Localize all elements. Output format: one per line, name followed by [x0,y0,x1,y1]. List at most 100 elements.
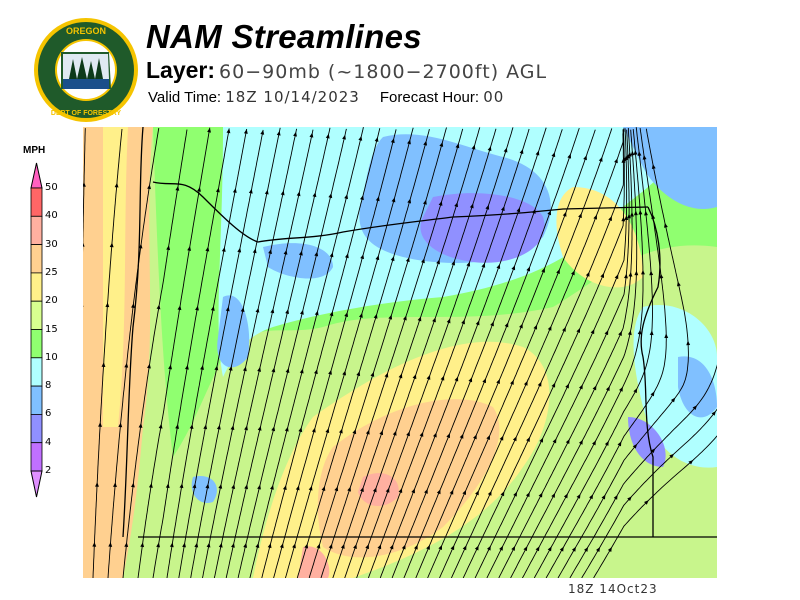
streamline-arrowhead [614,158,618,164]
streamline-arrowhead [583,155,587,161]
streamline [225,127,331,578]
streamline-arrowhead [92,542,97,547]
streamline-arrowhead [138,423,143,428]
streamline-arrowhead [316,543,321,549]
streamline [498,127,633,578]
legend-swatch [30,244,43,274]
legend-tick-label: 6 [45,408,52,420]
legend-tick-label: 8 [45,380,52,392]
streamline-arrowhead [353,543,357,549]
streamline-arrowhead [627,496,632,502]
streamline-arrowhead [624,215,629,220]
streamline-arrowhead [535,546,540,552]
streamline-arrowhead [270,308,275,314]
legend-tick-label: 50 [45,182,58,193]
streamline-arrowhead [607,547,612,552]
streamline [462,129,625,578]
streamline-arrowhead [243,129,248,134]
streamline-arrowhead [285,309,290,314]
legend-swatch [30,215,43,246]
streamline-arrowhead [496,264,501,270]
streamline-arrowhead [244,425,248,431]
streamline-arrowhead [280,190,285,196]
streamline-arrowhead [552,438,557,444]
streamline-arrowhead [565,383,569,389]
streamline-arrowhead [282,485,287,491]
streamline [296,128,430,578]
streamline-arrowhead [285,368,290,373]
streamline-arrowhead [450,545,455,551]
streamline-arrowhead [264,189,269,195]
streamline-arrowhead [513,491,518,497]
streamline [122,129,188,578]
streamline-arrowhead [226,128,231,134]
streamline [166,128,248,578]
streamline-arrowhead [523,546,528,552]
streamline-arrowhead [108,542,113,547]
streamline-arrowhead [451,260,456,266]
streamline-arrowhead [230,425,235,430]
streamline-arrowhead [547,210,552,216]
streamline-arrowhead [342,370,347,376]
streamline-arrowhead [231,542,235,548]
streamline-arrowhead [257,366,261,372]
streamline-arrowhead [83,182,86,187]
layer-label: Layer: [146,57,216,83]
streamline-arrowhead [624,155,629,160]
streamline-arrowhead [252,248,257,254]
streamline-arrowhead [312,192,317,198]
streamline-arrowhead [407,198,412,204]
streamline-arrowhead [664,333,669,339]
streamline-arrowhead [200,365,204,370]
legend-swatch [30,187,43,217]
streamline-arrowhead [124,362,129,368]
streamline-arrowhead [567,153,572,159]
streamline-arrowhead [644,210,648,216]
legend-swatch [30,300,43,330]
streamline-arrowhead [454,202,459,208]
streamline-arrowhead [578,384,583,390]
streamline-arrowhead [576,493,581,499]
streamline [391,129,563,578]
streamline [356,127,514,578]
streamline-arrowhead [638,209,643,215]
streamline-arrowhead [156,304,161,310]
streamline-arrowhead [516,207,521,213]
streamline-arrowhead [271,367,276,373]
streamline-arrowhead [630,211,634,217]
streamline-arrowhead [468,377,473,383]
streamline-arrowhead [205,483,210,489]
streamline-arrowhead [328,369,332,375]
legend-tick-label: 10 [45,351,58,363]
streamline-arrowhead [147,363,151,369]
streamline-arrowhead [436,259,440,265]
streamline-arrowhead [232,188,237,193]
state-borders [122,127,717,538]
forecast-hour-value: 00 [483,88,505,106]
streamline-arrowhead [421,258,425,264]
streamline-arrowhead [101,362,106,367]
streamline-arrowhead [614,274,619,280]
streamline-arrowhead [398,373,403,379]
legend-swatch [30,413,43,444]
streamline-arrowhead [270,484,274,490]
streamline-arrowhead [651,214,656,220]
streamline-arrowhead [375,255,380,261]
streamline-arrowhead [83,305,84,307]
streamline-arrowhead [189,424,194,429]
streamline-arrowhead [342,134,346,140]
streamline-arrowhead [692,405,698,411]
streamline-arrowhead [649,270,654,276]
streamline-arrowhead [496,379,500,385]
streamline-arrowhead [446,433,450,439]
streamline-arrowhead [604,330,609,336]
streamline [92,128,123,578]
streamline-arrowhead [411,488,415,494]
streamline-arrowhead [391,197,396,203]
streamline-arrowhead [398,488,403,494]
streamline [367,128,530,578]
streamline-arrowhead [608,216,612,222]
streamline-arrowhead [634,270,639,276]
streamline-arrowhead [619,386,623,392]
streamline-arrowhead [604,440,609,446]
